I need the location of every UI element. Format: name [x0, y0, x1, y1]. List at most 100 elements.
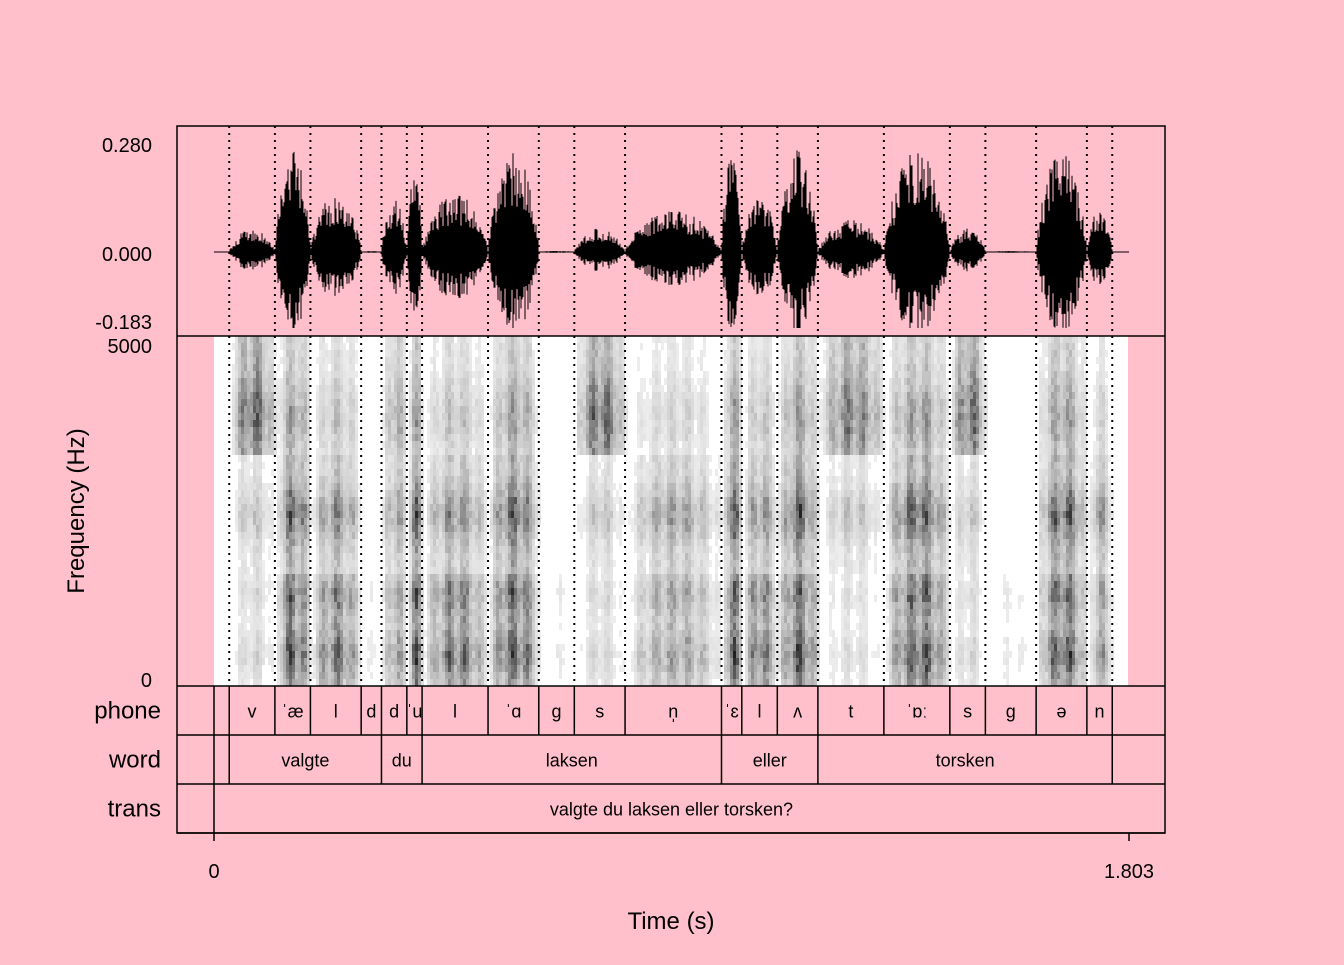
spectrogram-cell — [457, 392, 460, 399]
spectrogram-cell — [355, 497, 358, 504]
spectrogram-cell — [277, 623, 280, 630]
spectrogram-cell — [442, 336, 445, 343]
spectrogram-cell — [457, 357, 460, 364]
spectrogram-cell — [340, 434, 343, 441]
spectrogram-cell — [595, 616, 598, 623]
spectrogram-cell — [316, 574, 319, 581]
spectrogram-cell — [247, 455, 250, 462]
spectrogram-cell — [580, 532, 583, 539]
spectrogram-cell — [499, 665, 502, 672]
spectrogram-cell — [238, 483, 241, 490]
spectrogram-cell — [277, 399, 280, 406]
spectrogram-cell — [280, 455, 283, 462]
spectrogram-cell — [508, 357, 511, 364]
spectrogram-cell — [460, 343, 463, 350]
spectrogram-cell — [307, 336, 310, 343]
spectrogram-cell — [385, 567, 388, 574]
spectrogram-cell — [472, 385, 475, 392]
spectrogram-cell — [388, 462, 391, 469]
spectrogram-cell — [313, 518, 316, 525]
spectrogram-cell — [616, 336, 619, 343]
spectrogram-cell — [343, 455, 346, 462]
spectrogram-cell — [319, 609, 322, 616]
spectrogram-cell — [403, 672, 406, 679]
spectrogram-cell — [448, 665, 451, 672]
spectrogram-cell — [250, 399, 253, 406]
spectrogram-cell — [499, 539, 502, 546]
spectrogram-cell — [532, 560, 535, 567]
spectrogram-cell — [265, 483, 268, 490]
spectrogram-cell — [556, 651, 559, 658]
spectrogram-cell — [637, 651, 640, 658]
spectrogram-cell — [634, 595, 637, 602]
spectrogram-cell — [607, 525, 610, 532]
spectrogram-cell — [301, 602, 304, 609]
spectrogram-cell — [280, 504, 283, 511]
spectrogram-cell — [469, 378, 472, 385]
spectrogram-cell — [355, 665, 358, 672]
spectrogram-cell — [592, 357, 595, 364]
spectrogram-cell — [517, 434, 520, 441]
spectrogram-cell — [307, 609, 310, 616]
spectrogram-cell — [502, 392, 505, 399]
spectrogram-cell — [502, 525, 505, 532]
spectrogram-cell — [400, 385, 403, 392]
spectrogram-cell — [430, 532, 433, 539]
spectrogram-cell — [304, 385, 307, 392]
spectrogram-cell — [337, 651, 340, 658]
spectrogram-cell — [529, 588, 532, 595]
spectrogram-cell — [586, 679, 589, 686]
spectrogram-cell — [349, 392, 352, 399]
spectrogram-cell — [508, 532, 511, 539]
spectrogram-cell — [262, 357, 265, 364]
spectrogram-cell — [409, 609, 412, 616]
spectrogram-cell — [559, 658, 562, 665]
spectrogram-cell — [463, 553, 466, 560]
spectrogram-cell — [403, 427, 406, 434]
spectrogram-cell — [601, 623, 604, 630]
spectrogram-cell — [391, 364, 394, 371]
spectrogram-cell — [454, 357, 457, 364]
spectrogram-cell — [529, 553, 532, 560]
spectrogram-cell — [295, 588, 298, 595]
spectrogram-cell — [454, 581, 457, 588]
spectrogram-cell — [358, 581, 361, 588]
spectrogram-cell — [529, 364, 532, 371]
spectrogram-cell — [391, 574, 394, 581]
spectrogram-cell — [463, 371, 466, 378]
spectrogram-cell — [331, 560, 334, 567]
spectrogram-cell — [397, 539, 400, 546]
spectrogram-cell — [307, 525, 310, 532]
spectrogram-cell — [259, 392, 262, 399]
spectrogram-cell — [523, 581, 526, 588]
spectrogram-cell — [463, 504, 466, 511]
spectrogram-cell — [496, 616, 499, 623]
spectrogram-cell — [337, 455, 340, 462]
spectrogram-cell — [298, 378, 301, 385]
spectrogram-cell — [640, 441, 643, 448]
spectrogram-cell — [466, 532, 469, 539]
spectrogram-cell — [604, 406, 607, 413]
spectrogram-cell — [298, 490, 301, 497]
spectrogram-cell — [256, 462, 259, 469]
spectrogram-cell — [283, 497, 286, 504]
spectrogram-cell — [442, 602, 445, 609]
spectrogram-cell — [253, 385, 256, 392]
spectrogram-cell — [433, 595, 436, 602]
spectrogram-cell — [616, 434, 619, 441]
spectrogram-cell — [592, 483, 595, 490]
spectrogram-cell — [556, 588, 559, 595]
spectrogram-cell — [244, 630, 247, 637]
spectrogram-cell — [475, 665, 478, 672]
spectrogram-cell — [334, 560, 337, 567]
spectrogram-cell — [580, 392, 583, 399]
spectrogram-cell — [472, 672, 475, 679]
spectrogram-cell — [349, 518, 352, 525]
spectrogram-cell — [478, 651, 481, 658]
spectrogram-cell — [595, 630, 598, 637]
spectrogram-cell — [448, 448, 451, 455]
spectrogram-cell — [322, 357, 325, 364]
spectrogram-cell — [253, 427, 256, 434]
spectrogram-cell — [508, 546, 511, 553]
spectrogram-cell — [535, 637, 538, 644]
